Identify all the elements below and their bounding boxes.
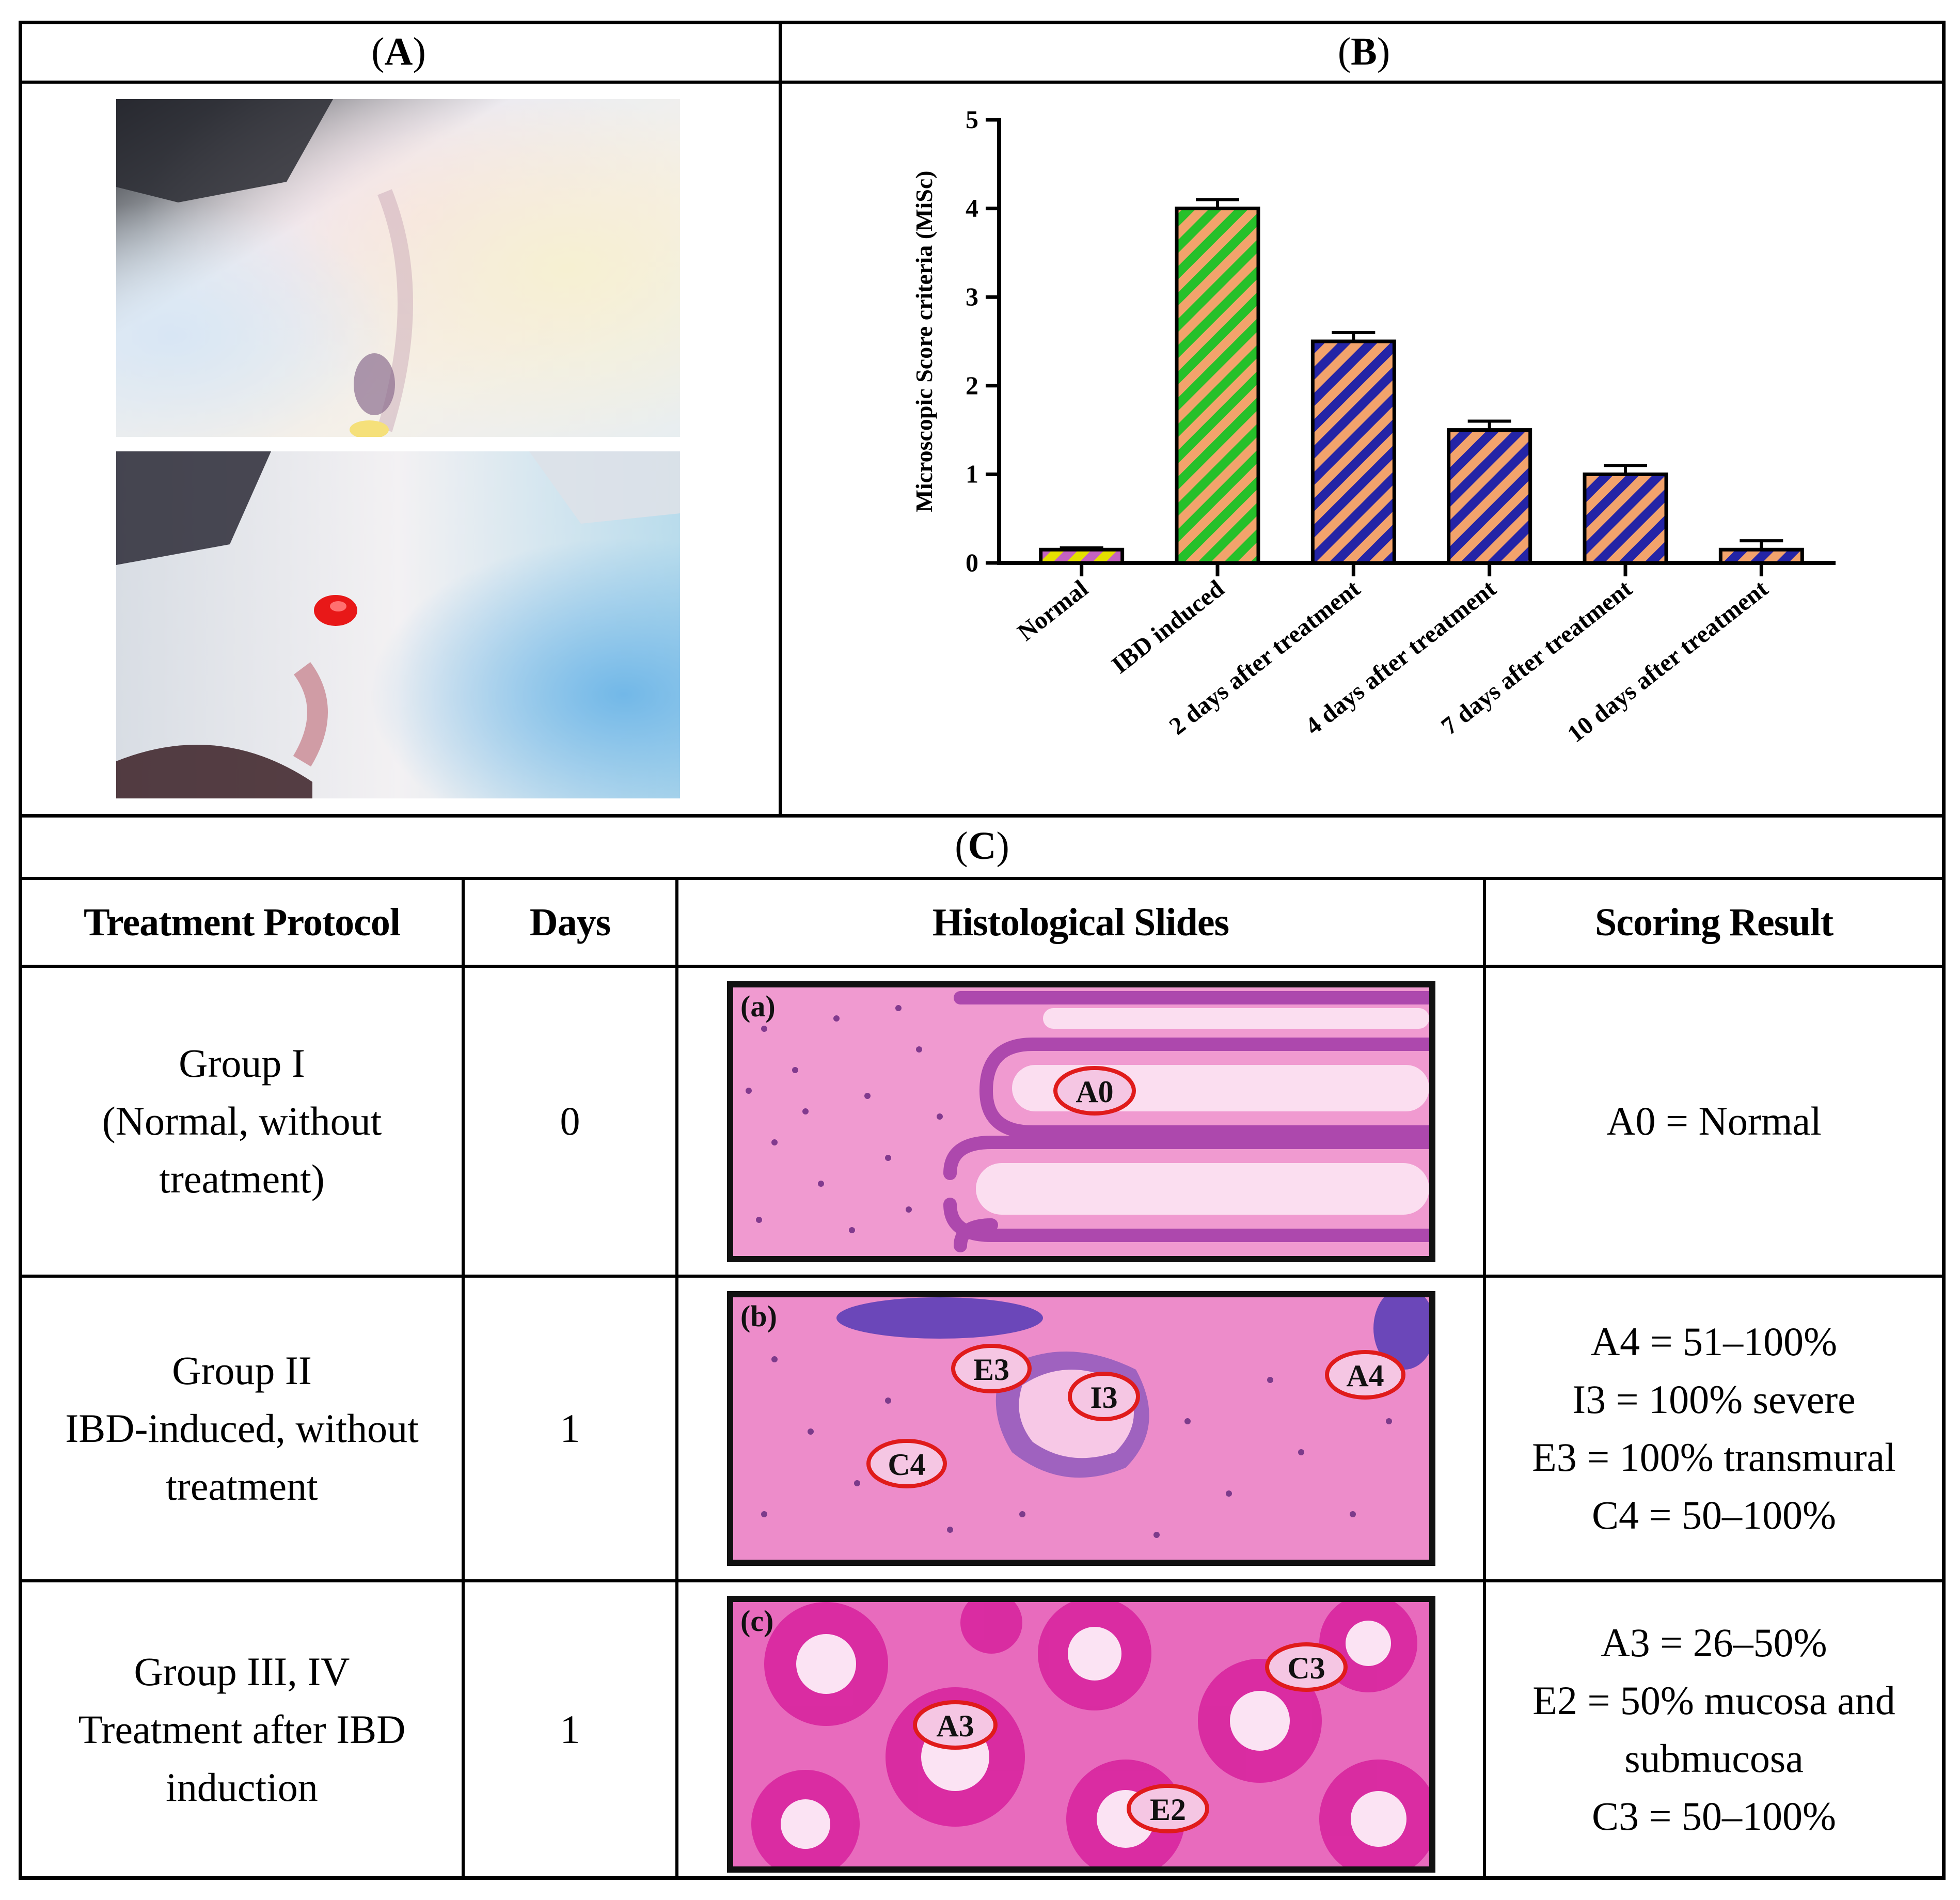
divider-col2 [675,877,678,1880]
bar-5 [1583,472,1668,565]
row1-protocol-line3: treatment) [159,1156,325,1201]
row2-result-line2: I3 = 100% severe [1572,1377,1856,1422]
panel-b-label: B [1351,30,1377,73]
row3-protocol-line2: Treatment after IBD [78,1706,406,1752]
microscopic-score-chart: 0 1 2 3 4 5 Microscopic Score criteria (MiSc) N… [911,105,1836,748]
divider-c-top [19,814,1946,818]
panel-a-header: (A) [371,30,426,73]
figure-frame [19,21,1946,1880]
row3-result-line4: C3 = 50–100% [1592,1793,1836,1839]
bar-2 [1175,207,1260,565]
row2-protocol-line3: treatment [166,1464,318,1509]
row1-result-line1: A0 = Normal [1606,1098,1822,1143]
rabbit-photo-ibd [116,451,680,798]
row3-protocol-line3: induction [166,1764,318,1810]
row3-result: A3 = 26–50% E2 = 50% mucosa and submucos… [1486,1582,1942,1876]
row1-protocol-line1: Group I [179,1041,305,1086]
row2-protocol-line2: IBD-induced, without [65,1406,419,1451]
y-tick-label: 4 [966,194,978,223]
y-tick-label: 5 [966,105,978,134]
row2-protocol-line1: Group II [172,1348,312,1393]
panel-a-label: A [384,30,413,73]
row1-days: 0 [560,1098,580,1143]
slide-a-marker-a0: A0 [1076,1075,1113,1109]
row2-result-line3: E3 = 100% transmural [1532,1435,1896,1480]
divider-row1 [19,1275,1946,1278]
row3-days: 1 [560,1706,580,1752]
row1-result: A0 = Normal [1486,968,1942,1275]
row3-result-line1: A3 = 26–50% [1601,1620,1827,1665]
row3-result-line2: E2 = 50% mucosa and [1532,1677,1895,1723]
slide-b-marker-i3: I3 [1090,1380,1117,1415]
bar-3 [1310,339,1396,565]
panel-c-label: C [968,824,997,868]
row1-protocol-line2: (Normal, without [102,1098,382,1143]
row2-protocol: Group II IBD-induced, without treatment [22,1278,462,1579]
slide-a-label: (a) [740,990,776,1023]
divider-col3 [1483,877,1486,1880]
bar-1 [1039,547,1125,565]
divider-row2 [19,1579,1946,1582]
bar-6 [1718,547,1804,565]
slide-c-label: (c) [740,1604,773,1638]
slide-b-label: (b) [740,1299,777,1333]
row2-result: A4 = 51–100% I3 = 100% severe E3 = 100% … [1486,1278,1942,1579]
x-tick-label: IBD induced [1107,575,1229,679]
row2-result-line4: C4 = 50–100% [1591,1493,1836,1537]
y-tick-label: 2 [966,371,978,400]
row1-protocol: Group I (Normal, without treatment) [22,968,462,1275]
x-tick-label: Normal [1013,575,1094,647]
col-header-treatment-protocol: Treatment Protocol [83,900,401,944]
slide-c-marker-e2: E2 [1150,1793,1186,1827]
slide-b-marker-a4: A4 [1346,1359,1384,1393]
y-tick-label: 1 [966,459,978,488]
y-tick-label: 0 [966,548,978,577]
slide-b-marker-e3: E3 [973,1353,1009,1387]
y-tick-label: 3 [966,282,978,311]
col-header-days: Days [529,900,611,944]
col-header-histological-slides: Histological Slides [932,900,1229,944]
col-header-scoring-result: Scoring Result [1595,900,1833,944]
slide-c-marker-a3: A3 [936,1709,974,1743]
panel-b-header: (B) [1337,30,1390,73]
divider-colhead [19,965,1946,968]
divider-c-header [19,877,1946,880]
divider-ab-vertical [779,21,782,816]
row2-days: 1 [560,1406,580,1451]
row3-protocol-line1: Group III, IV [134,1648,350,1694]
divider-top-header [19,81,1946,84]
histology-slide-a: (a) A0 [727,981,1435,1262]
histology-slide-b: (b) E3 I3 A4 C4 [727,1291,1435,1566]
rabbit-photo-normal [116,99,680,437]
histology-slide-c: (c) A3 C3 E2 [727,1596,1435,1873]
slide-c-marker-c3: C3 [1287,1651,1325,1685]
y-axis-label: Microscopic Score criteria (MiSc) [911,170,937,512]
row3-result-line3: submucosa [1624,1735,1804,1781]
slide-b-marker-c4: C4 [888,1448,925,1482]
row3-protocol: Group III, IV Treatment after IBD induct… [22,1582,462,1876]
row2-result-line1: A4 = 51–100% [1590,1319,1838,1364]
panel-c-header: (C) [955,824,1009,868]
divider-col1 [462,877,465,1880]
bar-4 [1447,428,1532,565]
